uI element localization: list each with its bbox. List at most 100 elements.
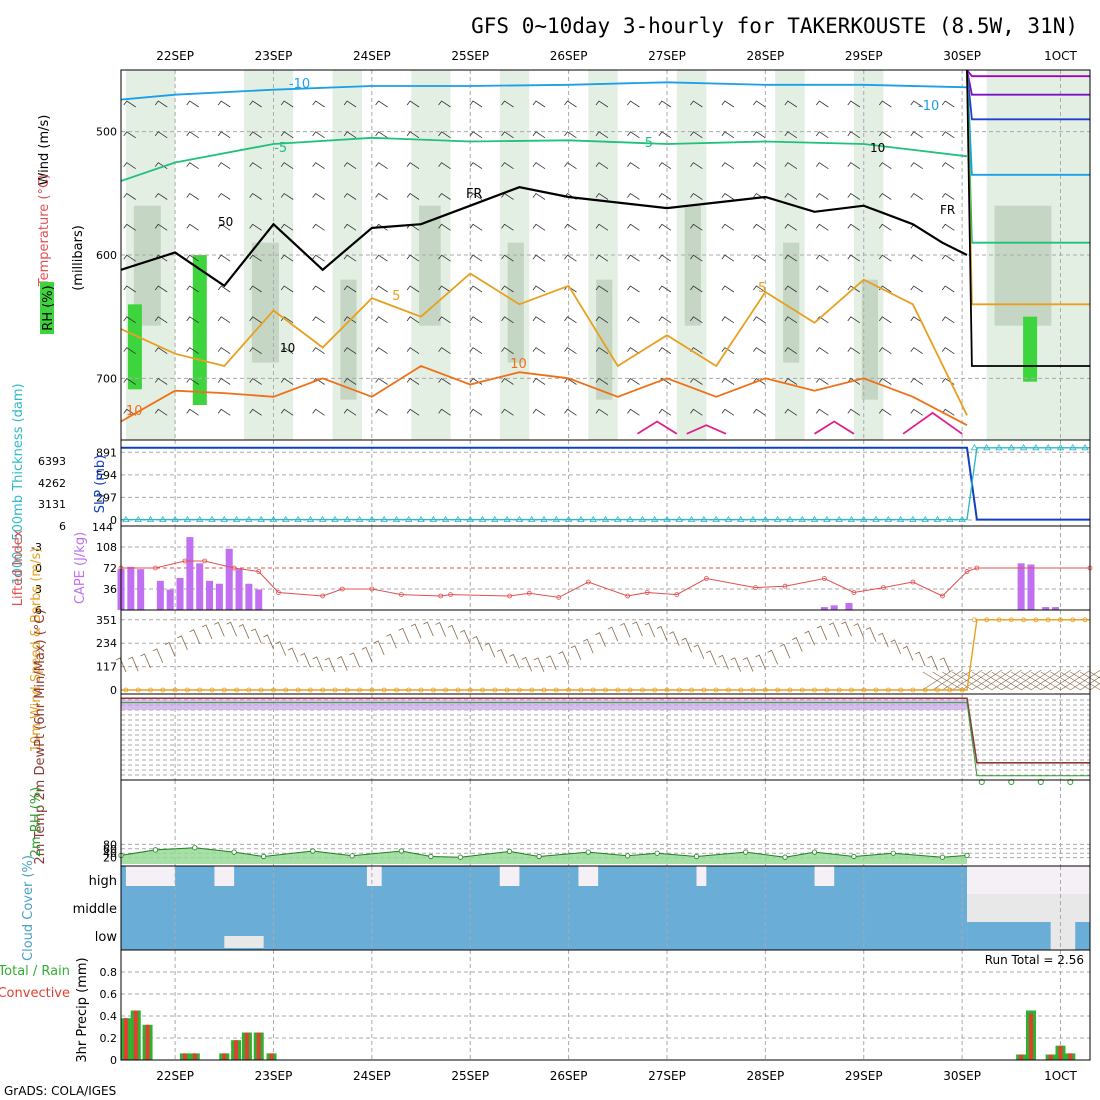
- cloud-level-label: middle: [73, 902, 117, 917]
- wind-speed-marker: [775, 687, 781, 693]
- wind-barb-10m: [558, 651, 569, 666]
- wind-speed-marker: [652, 687, 658, 693]
- isotherm-line-15: [686, 424, 727, 435]
- thickness-marker: [589, 515, 597, 523]
- wind-barb: [312, 285, 325, 293]
- wind-barb: [721, 254, 735, 262]
- wind-barb-10m: [878, 632, 889, 648]
- wind-barb: [564, 131, 577, 139]
- wind-barb: [658, 131, 672, 139]
- y-tick-label-cape: 72: [103, 562, 117, 575]
- wind-barb: [186, 254, 199, 262]
- wind-speed-marker: [430, 687, 436, 693]
- wind-barb: [721, 192, 735, 200]
- legend-wind: Wind (m/s): [37, 115, 52, 186]
- wind-speed-marker: [381, 687, 387, 693]
- wind-barb: [721, 285, 735, 293]
- wind-barb: [249, 162, 262, 169]
- wind-speed-marker: [713, 687, 719, 693]
- wind-barb: [280, 347, 294, 354]
- wind-barb: [878, 316, 892, 324]
- thickness-marker: [712, 515, 720, 523]
- wind-barb: [123, 254, 136, 262]
- lifted-index-marker: [674, 592, 680, 597]
- wind-barb: [595, 131, 609, 139]
- thickness-marker: [933, 515, 942, 523]
- wind-barb-10m: [1089, 671, 1100, 691]
- isotherm-line: [120, 136, 968, 182]
- thickness-marker: [171, 515, 179, 523]
- run-total-label: Run Total = 2.56: [985, 953, 1084, 967]
- wind-barb: [910, 408, 923, 416]
- wind-barb: [469, 162, 483, 169]
- wind-barb-10m: [115, 657, 127, 673]
- wind-barb: [721, 100, 735, 108]
- cloud-level-label: high: [89, 874, 117, 889]
- thickness-marker: [1032, 444, 1040, 451]
- y-tick-label-pressure: 500: [96, 126, 117, 139]
- wind-barb: [910, 316, 923, 324]
- wind-barb-10m: [1020, 669, 1052, 691]
- wind-barb: [784, 285, 798, 293]
- y-tick-label-li: 3: [35, 583, 42, 596]
- wind-barb-10m: [410, 623, 422, 639]
- wind-barb: [406, 162, 420, 169]
- cloud-gap: [696, 866, 707, 886]
- wind-barb: [154, 316, 168, 324]
- wind-barb: [595, 316, 609, 324]
- thickness-marker: [601, 515, 610, 523]
- wind-barb-10m: [373, 640, 385, 656]
- wind-speed-marker: [221, 687, 227, 693]
- rh2m-marker: [585, 849, 591, 855]
- wind-barb: [406, 377, 420, 385]
- x-tick-label-top: 27SEP: [648, 49, 686, 63]
- wind-barb: [847, 347, 861, 354]
- lifted-index-marker: [202, 558, 208, 564]
- thickness-marker: [614, 515, 622, 523]
- cape-bar: [176, 577, 184, 610]
- wind-barb-10m: [1079, 671, 1100, 691]
- wind-barb: [658, 100, 672, 108]
- temp-range-band: [121, 700, 968, 710]
- cape-bar: [156, 580, 164, 610]
- wind-speed-marker: [1008, 617, 1014, 623]
- precip-convective-bar: [244, 1032, 249, 1060]
- wind-barb: [784, 100, 798, 108]
- wind-barb: [501, 408, 514, 416]
- y-tick-label-wind: 234: [96, 637, 117, 650]
- wind-barb: [721, 162, 735, 169]
- wind-barb: [249, 254, 262, 262]
- wind-barb: [406, 254, 420, 262]
- y-tick-label-slp: 891: [96, 446, 117, 459]
- precip-convective-bar: [182, 1053, 187, 1060]
- cloud-cover-clear: [967, 866, 1090, 894]
- cloud-gap: [578, 866, 599, 886]
- thickness-marker: [294, 515, 302, 523]
- wind-barb: [721, 223, 735, 231]
- isotherm-label: -5: [640, 136, 653, 151]
- thickness-marker: [343, 515, 351, 523]
- wind-barb: [532, 223, 546, 231]
- wind-speed-marker: [258, 687, 264, 693]
- y-tick-label-thickness: 4262: [38, 477, 66, 490]
- wind-barb: [690, 223, 703, 231]
- wind-barb: [406, 347, 420, 354]
- wind-barb-10m: [164, 641, 176, 657]
- wind-speed-marker: [1033, 617, 1039, 623]
- wind-barb: [249, 316, 262, 324]
- thickness-marker: [368, 515, 376, 523]
- thickness-marker: [1007, 444, 1016, 451]
- wind-barb: [186, 347, 199, 354]
- wind-speed-marker: [1070, 617, 1076, 623]
- wind-speed-marker: [517, 687, 522, 693]
- thickness-marker: [946, 515, 954, 523]
- cloud-cover-area: [967, 922, 1051, 950]
- thickness-marker: [208, 515, 216, 523]
- thickness-marker: [564, 515, 573, 523]
- cape-bar: [166, 589, 174, 610]
- wind-barb: [627, 316, 640, 324]
- rh-shade-mid: [783, 242, 800, 363]
- wind-barb: [878, 377, 892, 385]
- isotherm-label: FR: [466, 187, 483, 202]
- wind-barb-10m: [730, 657, 742, 672]
